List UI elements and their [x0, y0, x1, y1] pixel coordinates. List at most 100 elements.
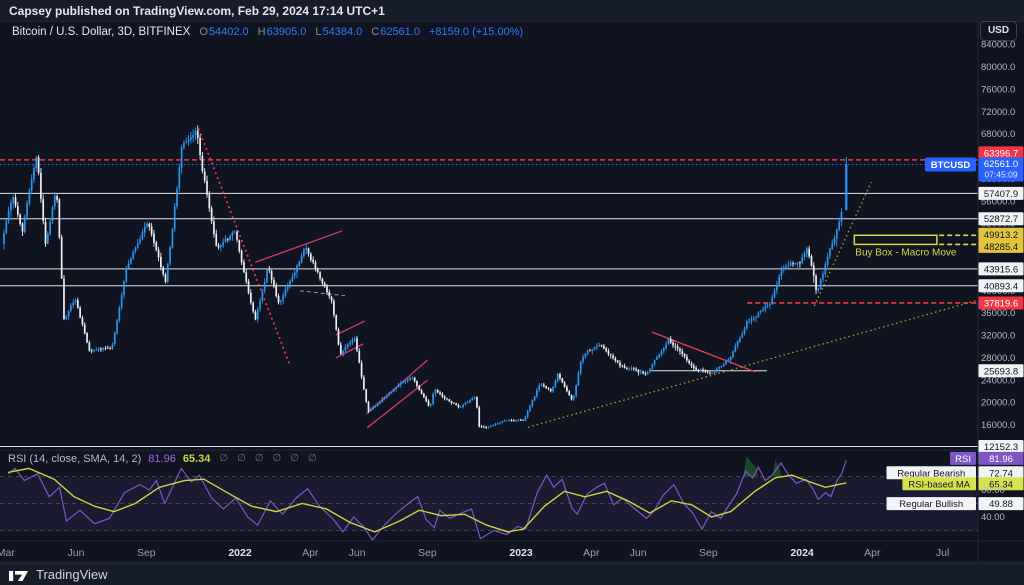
buy-box-label: Buy Box - Macro Move — [855, 247, 957, 258]
rsi-tick-label: 60.00 — [981, 485, 1005, 496]
price-axis[interactable]: 84000.080000.076000.072000.068000.064000… — [925, 40, 1024, 454]
rsi-tag-label: RSI — [950, 451, 976, 465]
rsi-axis[interactable]: 81.96 RSI 72.74 Regular Bearish 65.34 RSI-bas… — [886, 451, 1024, 523]
svg-text:25693.8: 25693.8 — [984, 366, 1018, 377]
time-tick-label: Jun — [68, 547, 85, 559]
currency-unit-button[interactable]: USD — [980, 21, 1017, 41]
high-value: H 63905.0 — [257, 26, 307, 38]
price-axis-label: 48285.4 — [978, 239, 1024, 253]
svg-text:RSI-based MA: RSI-based MA — [908, 479, 970, 490]
symbol-ohlc-row[interactable]: Bitcoin / U.S. Dollar, 3D, BITFINEX O 544… — [12, 25, 523, 39]
trendline — [366, 379, 428, 429]
rsi-plot[interactable] — [7, 456, 847, 541]
svg-text:81.96: 81.96 — [989, 454, 1013, 465]
published-text: Capsey published on TradingView.com, Feb… — [9, 4, 385, 18]
price-axis-label: 25693.8 — [978, 364, 1024, 378]
close-value: C 62561.0 — [371, 26, 420, 38]
trendline — [255, 230, 343, 263]
bar-countdown: 07:45:09 — [984, 170, 1017, 180]
svg-text:63396.7: 63396.7 — [984, 148, 1018, 159]
trendline — [813, 181, 872, 307]
rsi-tag-label: Regular Bullish — [886, 497, 976, 511]
price-axis-label: 49913.2 — [978, 227, 1024, 241]
trendline — [197, 128, 291, 366]
rsi-tag-label: Regular Bearish — [886, 466, 976, 480]
time-tick-label: Apr — [583, 547, 600, 559]
svg-text:49913.2: 49913.2 — [984, 230, 1018, 241]
price-tick-label: 84000.0 — [981, 40, 1015, 51]
price-axis-label: 37819.6 — [978, 296, 1024, 310]
svg-text:Regular Bullish: Regular Bullish — [899, 499, 963, 510]
tradingview-brand-text[interactable]: TradingView — [36, 567, 108, 582]
time-tick-label: 2022 — [228, 547, 252, 559]
price-tick-label: 32000.0 — [981, 331, 1015, 342]
svg-text:BTCUSD: BTCUSD — [931, 160, 971, 171]
rsi-axis-label: 81.96 — [978, 451, 1024, 465]
divergence-slot-icon: ∅ — [219, 453, 229, 464]
price-tick-label: 56000.0 — [981, 196, 1015, 207]
price-tick-label: 80000.0 — [981, 62, 1015, 73]
trendlines[interactable] — [197, 128, 978, 429]
time-tick-label: Sep — [699, 547, 718, 559]
buy-box-drawing[interactable]: Buy Box - Macro Move — [853, 234, 957, 258]
rsi-ma-current-value: 65.34 — [182, 452, 211, 465]
price-axis-label: 57407.9 — [978, 186, 1024, 200]
time-tick-label: Jun — [349, 547, 366, 559]
trendline — [527, 299, 978, 428]
rsi-tick-label: 40.00 — [981, 512, 1005, 523]
divergence-fill — [743, 456, 759, 477]
price-axis-label: 43915.6 — [978, 262, 1024, 276]
price-level-lines[interactable] — [0, 159, 978, 448]
time-tick-label: Sep — [418, 547, 437, 559]
time-tick-label: Jun — [630, 547, 647, 559]
rsi-indicator-title[interactable]: RSI (14, close, SMA, 14, 2) — [8, 452, 142, 465]
rsi-axis-label: 72.74 — [978, 466, 1024, 480]
price-tick-label: 28000.0 — [981, 353, 1015, 364]
tradingview-logo-icon[interactable] — [8, 567, 30, 583]
published-bar: Capsey published on TradingView.com, Feb… — [0, 0, 1024, 22]
rsi-axis-label: 65.34 — [978, 477, 1024, 491]
price-axis-label: 12152.3 — [978, 440, 1024, 454]
symbol-title[interactable]: Bitcoin / U.S. Dollar, 3D, BITFINEX — [12, 26, 191, 38]
time-tick-label: Apr — [864, 547, 881, 559]
time-tick-label: Apr — [302, 547, 319, 559]
svg-text:49.88: 49.88 — [989, 499, 1013, 510]
trendline — [651, 331, 756, 373]
svg-text:65.34: 65.34 — [989, 479, 1013, 490]
candlesticks[interactable] — [3, 125, 848, 430]
time-tick-label: 2024 — [790, 547, 814, 559]
price-tick-label: 24000.0 — [981, 375, 1015, 386]
change-value: +8159.0 (+15.00%) — [428, 26, 524, 38]
low-value: L 54384.0 — [315, 26, 363, 38]
svg-text:48285.4: 48285.4 — [984, 242, 1018, 253]
rsi-axis-label: 49.88 — [978, 497, 1024, 511]
trendline — [335, 320, 366, 336]
price-axis-label: 52872.7 — [978, 212, 1024, 226]
divergence-slot-icon: ∅ — [254, 453, 264, 464]
time-tick-label: Jul — [936, 547, 949, 559]
rsi-tag-label: RSI-based MA — [902, 477, 976, 491]
time-axis[interactable]: Mar Jun Sep 2022 Apr Jun Sep 2023 Apr Jun Sep 2024 A… — [0, 547, 949, 559]
divergence-slot-icon: ∅ — [272, 453, 282, 464]
svg-text:RSI: RSI — [955, 454, 971, 465]
trendline — [335, 343, 364, 359]
svg-text:40893.4: 40893.4 — [984, 281, 1018, 292]
svg-text:62561.0: 62561.0 — [984, 159, 1018, 170]
svg-text:72.74: 72.74 — [989, 468, 1013, 479]
footer-brand-bar: TradingView — [0, 563, 1024, 585]
price-tick-label: 68000.0 — [981, 129, 1015, 140]
rsi-indicator-header[interactable]: RSI (14, close, SMA, 14, 2) 81.96 65.34 … — [8, 452, 317, 465]
price-tick-label: 16000.0 — [981, 420, 1015, 431]
svg-text:43915.6: 43915.6 — [984, 264, 1018, 275]
price-tick-label: 20000.0 — [981, 398, 1015, 409]
rsi-current-value: 81.96 — [148, 452, 176, 465]
time-tick-label: Mar — [0, 547, 15, 559]
symbol-price-badge: BTCUSD — [925, 157, 976, 172]
trendline — [299, 290, 346, 297]
price-tick-label: 72000.0 — [981, 107, 1015, 118]
trendline — [365, 359, 428, 415]
price-tick-label: 36000.0 — [981, 308, 1015, 319]
time-tick-label: 2023 — [509, 547, 533, 559]
